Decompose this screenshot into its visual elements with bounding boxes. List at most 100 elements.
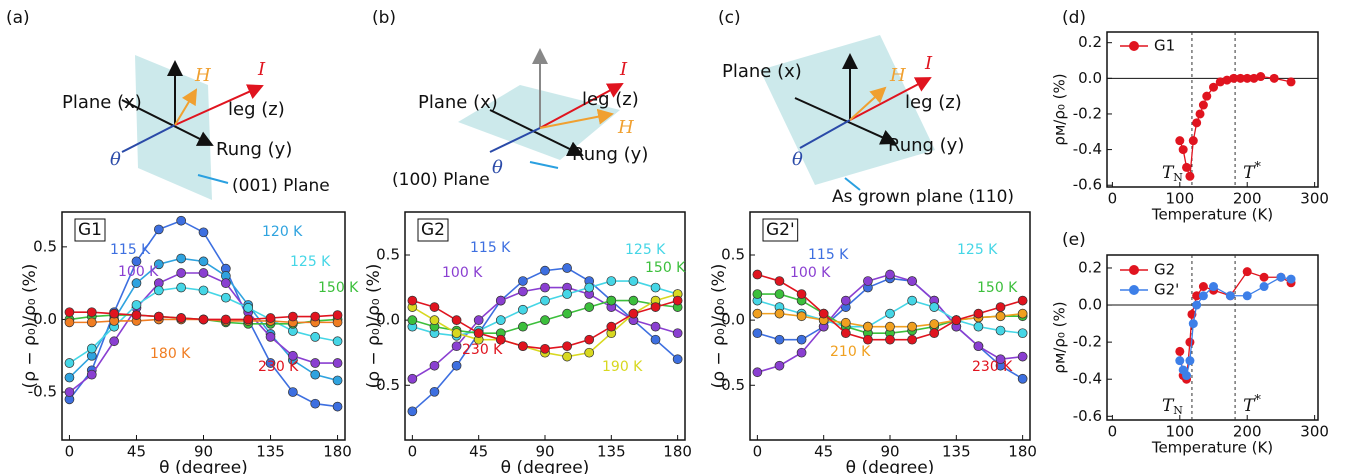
data-point (540, 282, 550, 293)
x-tick-label: 135 (597, 443, 626, 461)
data-point (265, 358, 276, 368)
data-point (752, 308, 763, 319)
data-point (1182, 371, 1192, 381)
x-tick-label: 200 (1233, 423, 1262, 441)
data-point (220, 314, 231, 325)
data-point (796, 311, 807, 322)
data-point (562, 308, 572, 319)
x-axis-label: Temperature (K) (1151, 206, 1273, 224)
data-point (562, 289, 572, 299)
data-point (1209, 82, 1219, 92)
panel-label: (a) (6, 8, 30, 28)
diagram-label: I (924, 53, 933, 74)
data-point (1202, 91, 1212, 101)
data-point (429, 386, 440, 397)
data-point (929, 328, 940, 339)
data-point (628, 295, 639, 306)
data-point (451, 328, 462, 339)
y-axis-label: (ρ − ρ₀)/ρ₀ (%) (20, 264, 40, 389)
reference-label: T* (1243, 393, 1261, 416)
series-label: 150 K (977, 280, 1018, 296)
chart: 0 45 90 135 180 -0.5 0.0 0.5 θ (degree) (ρ − ρ₀)/… (364, 211, 692, 474)
data-point (540, 315, 550, 325)
axis (794, 97, 897, 145)
data-point (310, 311, 321, 322)
diagram-label: (100) Plane (392, 170, 490, 190)
series-label: 230 K (462, 342, 503, 358)
series-label: 115 K (110, 242, 151, 258)
data-point (1198, 282, 1208, 292)
data-point (198, 227, 209, 238)
data-point (451, 315, 462, 325)
data-point (495, 315, 506, 325)
x-tick-label: 0 (408, 443, 418, 461)
chart: 0 45 90 135 180 -0.5 0.0 0.5 θ (degree) (ρ − ρ₀)/… (20, 211, 359, 474)
data-point (1185, 171, 1195, 181)
data-point (1242, 267, 1252, 277)
data-point (584, 347, 595, 358)
arrow (849, 86, 887, 121)
data-point (929, 302, 940, 312)
data-point (451, 360, 462, 371)
data-point (606, 276, 617, 286)
x-tick-label: 45 (127, 443, 146, 461)
reference-label-sub: N (1173, 171, 1183, 184)
plot-frame (61, 211, 346, 441)
data-point (1185, 337, 1195, 347)
data-point (495, 334, 506, 345)
data-point (429, 302, 440, 312)
y-tick-label: -0.2 (1073, 333, 1102, 351)
panel-tag-box (74, 218, 106, 242)
data-point (1185, 356, 1195, 366)
data-point (562, 341, 572, 352)
data-point (109, 336, 119, 347)
data-point (429, 315, 440, 325)
data-point (1286, 77, 1296, 87)
data-point (64, 307, 75, 318)
diagram-label: As grown plane (110) (832, 187, 1014, 207)
data-point (1017, 351, 1028, 362)
panel-label: (d) (1062, 8, 1086, 28)
data-point (1198, 100, 1208, 110)
y-axis-label: (ρ − ρ₀)/ρ₀ (%) (364, 264, 384, 389)
axis (489, 127, 541, 153)
data-point (288, 387, 298, 397)
data-point (1195, 109, 1205, 119)
data-point (1242, 73, 1252, 83)
diagram: Plane (x) I H leg (z) θ Rung (y) (100) P… (392, 48, 648, 190)
data-point (973, 321, 984, 332)
x-tick-label: 0 (1108, 190, 1118, 208)
x-tick-label: 0 (753, 443, 763, 461)
series-label: 100 K (442, 265, 483, 281)
data-point (774, 360, 785, 371)
axis (489, 109, 584, 157)
data-point (1192, 118, 1202, 128)
data-point (332, 336, 343, 347)
data-point (628, 276, 639, 286)
series-label: 115 K (470, 240, 511, 256)
x-tick-label: 90 (194, 443, 213, 461)
y-tick-label: 0.2 (1078, 33, 1102, 51)
diagram-label: Rung (y) (572, 144, 648, 165)
y-tick-label: -0.4 (1073, 370, 1102, 388)
data-point (995, 302, 1006, 312)
data-point (562, 351, 572, 362)
data-point (752, 367, 763, 378)
panel-tag: G2 (421, 220, 445, 240)
x-tick-label: 180 (323, 443, 352, 461)
x-tick-label: 135 (256, 443, 285, 461)
data-point (796, 334, 807, 345)
data-point (131, 278, 142, 289)
y-tick-label: 0.0 (376, 311, 400, 329)
data-point (407, 406, 418, 417)
y-axis-label: ρᴍ/ρ₀ (%) (1051, 73, 1069, 145)
series-label: 125 K (957, 242, 998, 258)
data-point (1017, 328, 1028, 339)
data-point (584, 282, 595, 293)
diagram-label: H (617, 117, 634, 138)
data-point (1225, 291, 1235, 301)
panel-label: (c) (718, 8, 741, 28)
x-tick-label: 180 (1008, 443, 1037, 461)
arrow (174, 84, 264, 126)
